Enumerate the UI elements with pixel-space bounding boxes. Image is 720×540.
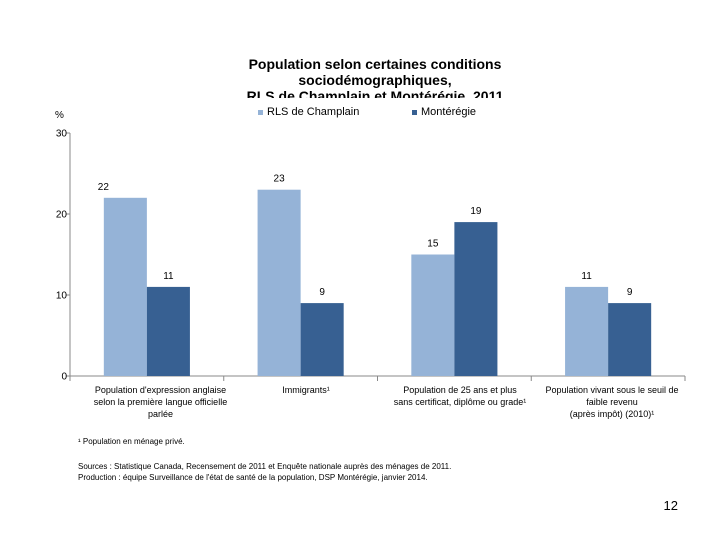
bar-monteregie — [300, 303, 344, 376]
y-tick-label: 20 — [56, 210, 68, 221]
bar-rls — [411, 254, 455, 376]
category-label-1-line-3: parlée — [147, 409, 174, 419]
category-label-3-line-2: sans certificat, diplôme ou grade¹ — [393, 397, 527, 407]
y-axis-label: % — [55, 110, 64, 121]
legend-label-monteregie: Montérégie — [421, 106, 477, 118]
y-tick-label: 0 — [61, 372, 67, 383]
data-label: 19 — [470, 206, 482, 217]
page-number: 12 — [663, 498, 678, 513]
category-label-4: Population vivant sous le seuil de faibl… — [527, 384, 697, 420]
data-label: 22 — [98, 182, 110, 193]
data-label: 15 — [427, 239, 439, 250]
category-label-1-line-1: Population d'expression anglaise — [94, 385, 227, 395]
chart-title: Population selon certaines conditions so… — [215, 56, 535, 98]
data-label: 9 — [319, 287, 325, 298]
bar-monteregie — [608, 303, 652, 376]
chart-title-line-1: Population selon certaines conditions — [248, 56, 502, 72]
footnote-population: ¹ Population en ménage privé. — [78, 437, 185, 446]
bar-monteregie — [146, 286, 190, 376]
data-label: 23 — [274, 174, 286, 185]
data-label: 11 — [163, 271, 174, 282]
chart-title-line-3: RLS de Champlain et Montérégie, 2011 — [246, 88, 504, 98]
legend-item-monteregie: Montérégie — [412, 106, 476, 118]
y-tick-label: 30 — [56, 129, 68, 140]
category-label-4-line-1: Population vivant sous le seuil de — [545, 385, 679, 395]
category-label-3: Population de 25 ans et plus sans certif… — [370, 384, 550, 408]
category-label-4-line-2: faible revenu — [586, 397, 638, 407]
category-label-1-line-2: selon la première langue officielle — [93, 397, 228, 407]
bar-monteregie — [454, 222, 498, 376]
legend-swatch-rls — [258, 109, 263, 115]
legend-swatch-monteregie — [412, 109, 417, 115]
category-label-2: Immigrants¹ — [228, 384, 384, 396]
chart-title-line-2: sociodémographiques, — [298, 72, 452, 88]
category-label-3-line-1: Population de 25 ans et plus — [403, 385, 517, 395]
category-label-2-line-1: Immigrants¹ — [282, 385, 330, 395]
data-label: 9 — [627, 287, 633, 298]
legend-label-rls: RLS de Champlain — [267, 106, 360, 118]
category-label-1: Population d'expression anglaise selon l… — [68, 384, 253, 420]
data-label: 11 — [581, 271, 592, 282]
legend-item-rls: RLS de Champlain — [258, 106, 359, 118]
y-tick-label: 10 — [56, 291, 68, 302]
bar-rls — [257, 189, 301, 376]
bar-rls — [103, 197, 147, 376]
footnote-sources: Sources : Statistique Canada, Recensemen… — [78, 462, 452, 471]
bar-rls — [565, 286, 609, 376]
footnote-production: Production : équipe Surveillance de l'ét… — [78, 473, 428, 482]
category-label-4-line-3: (après impôt) (2010)¹ — [569, 409, 655, 419]
